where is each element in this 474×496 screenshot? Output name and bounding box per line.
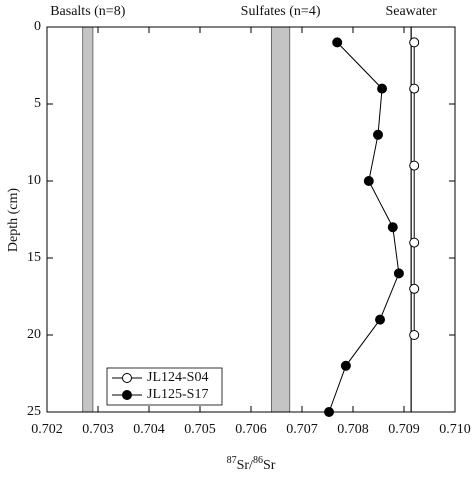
band bbox=[270, 26, 291, 413]
data-point bbox=[393, 268, 404, 279]
x-tick-label: 0.707 bbox=[286, 422, 318, 437]
data-point bbox=[375, 314, 386, 325]
x-label-part: 86 bbox=[253, 455, 263, 466]
y-tick-label: 10 bbox=[27, 173, 41, 188]
data-point bbox=[332, 37, 343, 48]
data-point bbox=[409, 330, 420, 340]
y-tick-label: 25 bbox=[27, 404, 41, 419]
data-point bbox=[377, 83, 388, 94]
x-tick-label: 0.708 bbox=[337, 422, 369, 437]
data-point bbox=[409, 83, 420, 94]
data-point bbox=[387, 222, 398, 233]
legend-marker bbox=[122, 390, 132, 400]
data-point bbox=[340, 360, 351, 371]
data-point bbox=[363, 176, 374, 186]
legend-label: JL124-S04 bbox=[147, 370, 208, 385]
x-axis-label: 87Sr/86Sr bbox=[227, 455, 276, 473]
data-point bbox=[409, 37, 420, 48]
plot-frame bbox=[46, 26, 456, 413]
band-label: Sulfates (n=4) bbox=[241, 4, 321, 19]
x-tick-label: 0.704 bbox=[133, 422, 165, 437]
x-label-part: 87 bbox=[227, 455, 237, 466]
band-label: Basalts (n=8) bbox=[50, 4, 125, 19]
data-point bbox=[409, 237, 420, 248]
y-tick-label: 20 bbox=[27, 327, 41, 342]
x-tick-label: 0.702 bbox=[31, 422, 63, 437]
x-tick-label: 0.709 bbox=[388, 422, 420, 437]
x-tick-label: 0.705 bbox=[184, 422, 216, 437]
y-tick-label: 15 bbox=[27, 250, 41, 265]
data-point bbox=[324, 407, 335, 417]
legend-label: JL125-S17 bbox=[147, 387, 208, 402]
data-point bbox=[372, 129, 383, 140]
x-label-part: Sr/ bbox=[237, 458, 253, 473]
reference-label: Seawater bbox=[385, 4, 437, 19]
y-axis-label: Depth (cm) bbox=[6, 188, 21, 252]
data-point bbox=[409, 283, 420, 294]
data-point bbox=[409, 160, 420, 171]
band bbox=[82, 26, 94, 413]
x-label-part: Sr bbox=[263, 458, 276, 473]
legend-marker bbox=[122, 373, 132, 383]
y-tick-label: 5 bbox=[34, 96, 41, 111]
x-tick-label: 0.703 bbox=[82, 422, 114, 437]
x-tick-label: 0.710 bbox=[439, 422, 471, 437]
y-tick-label: 0 bbox=[34, 19, 41, 34]
x-tick-label: 0.706 bbox=[235, 422, 267, 437]
